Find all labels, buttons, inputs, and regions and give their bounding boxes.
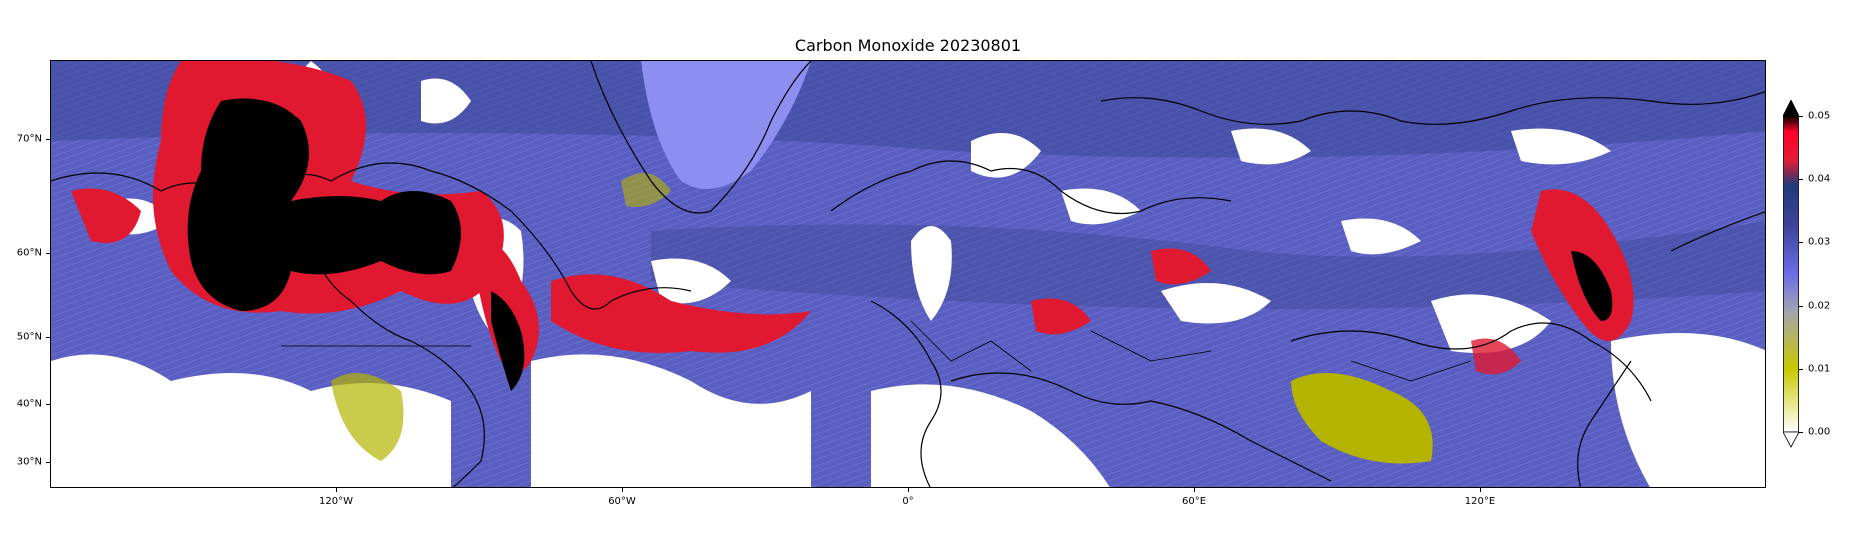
colorbar-extend-max	[1783, 100, 1799, 117]
y-tick-mark	[46, 404, 50, 405]
y-tick-label: 40°N	[16, 398, 42, 410]
colorbar-tick-mark	[1799, 306, 1803, 307]
x-tick-label: 120°W	[319, 496, 353, 507]
map-title: Carbon Monoxide 20230801	[794, 36, 1022, 55]
colorbar-tick-label: 0.01	[1808, 363, 1831, 375]
co-map-svg	[51, 61, 1765, 487]
y-tick-label: 50°N	[16, 331, 42, 343]
colorbar-tick-mark	[1799, 242, 1803, 243]
x-tick-mark	[1480, 488, 1481, 492]
y-tick-label: 70°N	[16, 133, 42, 145]
colorbar-tick-label: 0.02	[1808, 300, 1831, 312]
x-tick-label: 60°E	[1181, 496, 1207, 507]
colorbar-tick-label: 0.04	[1808, 173, 1831, 185]
y-tick-mark	[46, 253, 50, 254]
colorbar-extend-min	[1783, 431, 1799, 448]
y-tick-mark	[46, 139, 50, 140]
coastlines	[51, 61, 1765, 487]
colorbar-tick-mark	[1799, 116, 1803, 117]
x-tick-mark	[1194, 488, 1195, 492]
x-tick-mark	[622, 488, 623, 492]
y-tick-label: 30°N	[16, 456, 42, 468]
borders	[281, 320, 1472, 382]
colorbar-tick-mark	[1799, 432, 1803, 433]
colorbar	[1783, 100, 1799, 448]
x-tick-mark	[908, 488, 909, 492]
co-map[interactable]	[50, 60, 1766, 488]
very-high-co-regions	[187, 98, 1613, 391]
colorbar-gradient	[1783, 115, 1799, 433]
co-band-arctic	[51, 61, 1765, 158]
x-tick-mark	[336, 488, 337, 492]
colorbar-tick-label: 0.03	[1808, 236, 1831, 248]
colorbar-tick-label: 0.00	[1808, 426, 1831, 438]
colorbar-tick-mark	[1799, 369, 1803, 370]
colorbar-tick-label: 0.05	[1808, 110, 1831, 122]
x-tick-label: 120°E	[1464, 496, 1496, 507]
y-tick-label: 60°N	[16, 247, 42, 259]
greenland-light-co	[641, 61, 811, 189]
x-tick-label: 60°W	[608, 496, 636, 507]
low-co-regions	[331, 173, 1433, 464]
colorbar-tick-mark	[1799, 179, 1803, 180]
y-tick-mark	[46, 337, 50, 338]
y-tick-mark	[46, 462, 50, 463]
x-tick-label: 0°	[902, 496, 914, 507]
